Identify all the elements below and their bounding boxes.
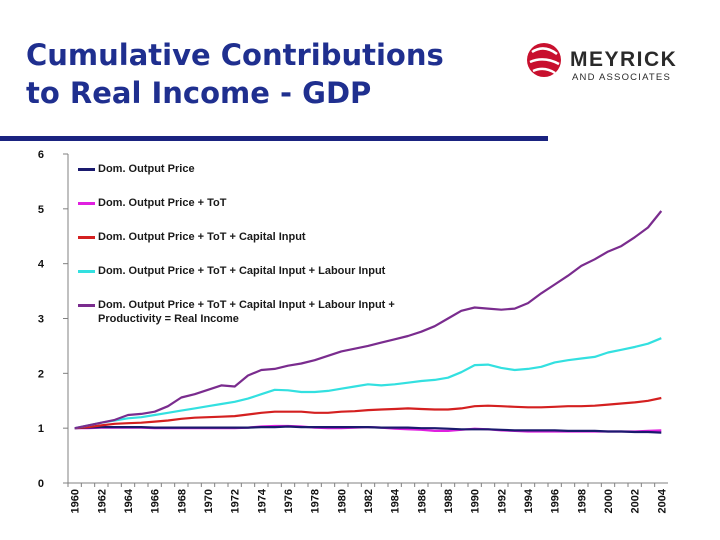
title-line-1: Cumulative Contributions (26, 38, 444, 72)
x-tick-label: 1962 (96, 489, 108, 513)
legend-item-2: Dom. Output Price + ToT (78, 196, 398, 210)
legend-swatch-5 (78, 304, 95, 307)
x-tick-label: 2004 (656, 488, 668, 513)
x-tick-label: 1980 (336, 489, 348, 513)
x-tick-label: 2000 (603, 489, 615, 513)
legend-swatch-2 (78, 202, 95, 205)
series-line-3 (74, 396, 662, 430)
legend-item-1: Dom. Output Price (78, 162, 398, 176)
meyrick-logo: MEYRICK AND ASSOCIATES (527, 43, 677, 83)
x-tick-label: 1998 (576, 489, 588, 513)
legend-item-3: Dom. Output Price + ToT + Capital Input (78, 230, 398, 244)
x-tick-label: 2002 (630, 489, 642, 513)
line-chart: 0 1 2 3 4 5 6 1960 1962 1964 1966 1968 1970 1972 1974 1… (38, 149, 668, 513)
series-line-1 (74, 425, 662, 434)
x-tick-label: 1986 (416, 489, 428, 513)
x-tick-label: 1996 (550, 489, 562, 513)
x-tick-label: 1976 (283, 489, 295, 513)
x-tick-label: 1974 (256, 488, 268, 513)
x-tick-label: 1992 (496, 489, 508, 513)
title-line-2: to Real Income - GDP (26, 76, 372, 110)
y-tick-label: 0 (38, 478, 44, 490)
slide-title: Cumulative Contributions to Real Income … (26, 36, 506, 112)
y-tick-label: 2 (38, 368, 44, 380)
logo-name: MEYRICK (570, 48, 677, 71)
y-tick-label: 3 (38, 314, 44, 326)
series-line-4 (74, 337, 662, 430)
x-tick-label: 1990 (470, 489, 482, 513)
x-tick-label: 1994 (523, 488, 535, 513)
x-tick-label: 1984 (390, 488, 402, 513)
legend-label-3: Dom. Output Price + ToT + Capital Input (98, 231, 306, 243)
y-tick-label: 4 (38, 259, 45, 271)
legend-label-5: Dom. Output Price + ToT + Capital Input … (98, 299, 395, 325)
x-tick-label: 1968 (176, 489, 188, 513)
legend-label-1: Dom. Output Price (98, 163, 195, 175)
legend-label-2: Dom. Output Price + ToT (98, 197, 227, 209)
x-tick-label: 1964 (123, 488, 135, 513)
x-tick-label: 1972 (230, 489, 242, 513)
title-divider (0, 136, 548, 141)
legend-item-5: Dom. Output Price + ToT + Capital Input … (78, 298, 398, 326)
legend-item-4: Dom. Output Price + ToT + Capital Input … (78, 264, 398, 278)
legend-swatch-4 (78, 270, 95, 273)
x-tick-label: 1988 (443, 489, 455, 513)
y-tick-label: 5 (38, 204, 44, 216)
x-tick-label: 1982 (363, 489, 375, 513)
y-tick-label: 6 (38, 149, 44, 161)
logo-swoosh (529, 47, 560, 75)
legend-swatch-1 (78, 168, 95, 171)
chart-legend: Dom. Output Price Dom. Output Price + To… (72, 154, 400, 329)
x-tick-label: 1966 (150, 489, 162, 513)
logo-subtitle: AND ASSOCIATES (572, 72, 671, 83)
series-line-5 (74, 210, 663, 430)
x-tick-label: 1978 (310, 489, 322, 513)
legend-swatch-3 (78, 236, 95, 239)
legend-label-4: Dom. Output Price + ToT + Capital Input … (98, 265, 386, 277)
x-tick-label: 1960 (70, 489, 82, 513)
x-tick-label: 1970 (203, 489, 215, 513)
y-tick-label: 1 (38, 423, 44, 435)
